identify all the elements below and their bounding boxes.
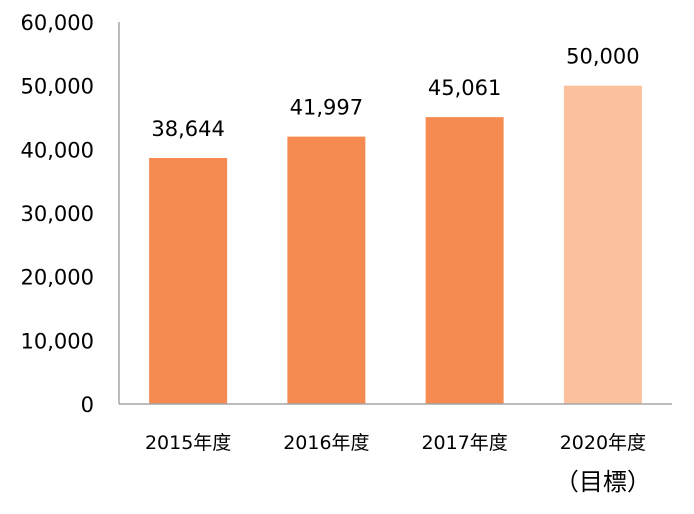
x-category-sublabel: （目標） [555, 468, 651, 496]
bar-1 [149, 157, 228, 404]
y-tick-label: 10,000 [21, 329, 94, 353]
y-tick-label: 30,000 [21, 202, 94, 226]
bar-value-label: 38,644 [151, 117, 224, 141]
value-labels-group: 38,644 41,997 45,061 50,000 [151, 45, 639, 141]
bar-3 [425, 117, 504, 404]
y-axis-tick-labels: 0 10,000 20,000 30,000 40,000 50,000 60,000 [21, 11, 94, 417]
bar-value-label: 45,061 [428, 76, 501, 100]
bar-value-label: 41,997 [290, 96, 363, 120]
y-tick-label: 50,000 [21, 75, 94, 99]
bar-value-label: 50,000 [566, 45, 639, 69]
x-category-label: 2015年度 [145, 432, 231, 454]
x-axis-category-labels: 2015年度 2016年度 2017年度 2020年度 （目標） [145, 432, 651, 496]
y-tick-label: 60,000 [21, 11, 94, 35]
bars-group [149, 85, 642, 405]
bar-4 [563, 85, 642, 405]
axes-group [118, 22, 672, 405]
y-tick-label: 0 [81, 393, 94, 417]
y-tick-label: 40,000 [21, 138, 94, 162]
x-category-label: 2017年度 [421, 432, 507, 454]
x-category-label: 2016年度 [283, 432, 369, 454]
bar-2 [287, 136, 366, 405]
x-category-label: 2020年度 [560, 432, 646, 454]
y-tick-label: 20,000 [21, 266, 94, 290]
